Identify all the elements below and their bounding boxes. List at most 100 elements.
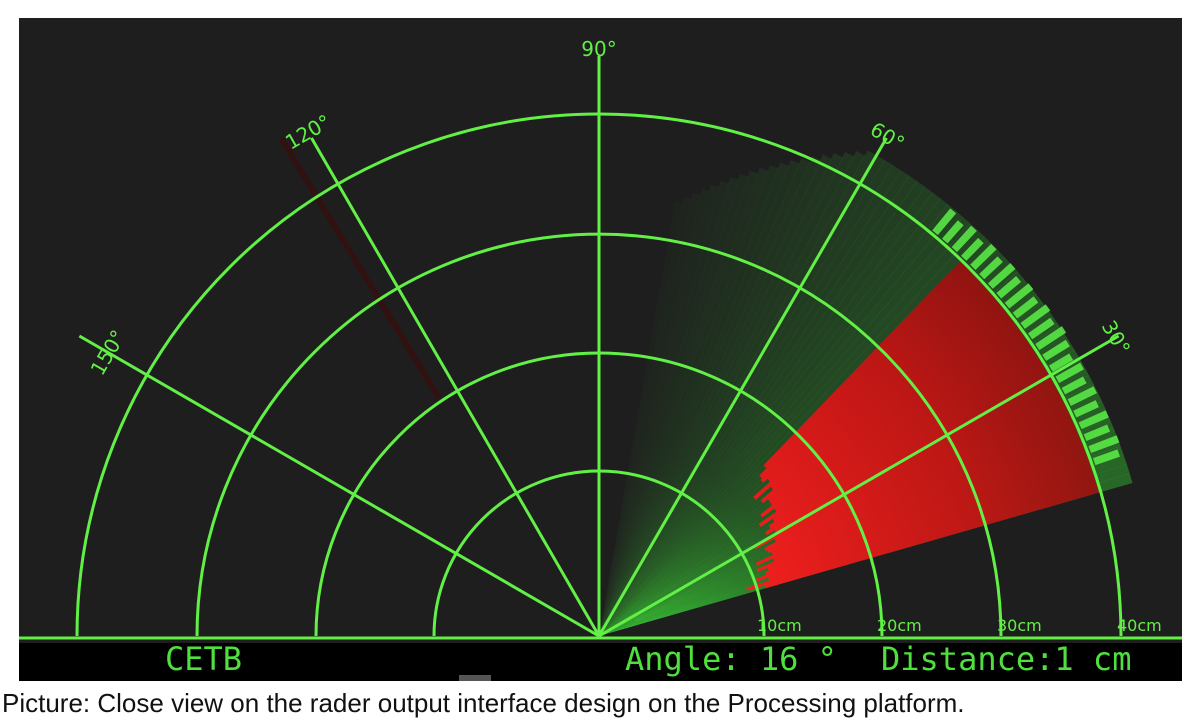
scroll-indicator bbox=[459, 675, 491, 681]
sweep-segment bbox=[599, 197, 692, 637]
sweep-segment bbox=[599, 210, 964, 636]
sweep-segment bbox=[599, 170, 759, 636]
radar-display: 150° 120° 90° 60° 30° 10cm 20cm 30cm 40cm CETB A… bbox=[19, 18, 1182, 681]
object-segment bbox=[760, 301, 1004, 504]
object-segment bbox=[769, 315, 1015, 506]
sweep-segment bbox=[599, 167, 769, 636]
sweep-segment bbox=[599, 192, 701, 636]
radar-title: CETB bbox=[165, 640, 242, 678]
sweep-edge-tick bbox=[979, 256, 1003, 280]
sweep-edge-tick bbox=[1020, 304, 1051, 329]
range-label: 20cm bbox=[877, 616, 922, 635]
sweep-segment bbox=[599, 192, 941, 636]
object-segment bbox=[772, 344, 1036, 522]
sweep-edge-tick bbox=[961, 237, 984, 261]
sweep-segment bbox=[599, 151, 854, 637]
object-segment bbox=[760, 274, 980, 483]
sweep-segment bbox=[599, 160, 800, 636]
sweep-edge-tick bbox=[1067, 386, 1097, 406]
object-segment bbox=[767, 281, 986, 482]
object-segment bbox=[753, 287, 992, 500]
sweep-segment bbox=[599, 162, 789, 636]
sweep-segment bbox=[599, 158, 811, 637]
sweep-edge-tick bbox=[932, 208, 957, 236]
angle-line bbox=[597, 137, 888, 637]
sweep-segment bbox=[599, 165, 902, 636]
sweep-edge-tick bbox=[1012, 296, 1039, 319]
sweep-segment bbox=[599, 177, 739, 637]
object-segment bbox=[755, 415, 1075, 566]
angle-label: 150° bbox=[86, 326, 131, 380]
sweep-segment bbox=[599, 175, 918, 636]
sweep-segment bbox=[599, 165, 779, 636]
sweep-segment bbox=[599, 223, 978, 636]
sweep-segment bbox=[599, 186, 934, 636]
sweep-edge-tick bbox=[1055, 362, 1084, 384]
object-segment bbox=[770, 294, 998, 490]
sweep-edge-tick bbox=[1088, 435, 1120, 453]
angle-line bbox=[78, 334, 600, 638]
radar-canvas: 150° 120° 90° 60° 30° 10cm 20cm 30cm 40cm CETB A… bbox=[19, 37, 1182, 681]
sweep-segment bbox=[599, 181, 926, 636]
object-segment bbox=[767, 399, 1067, 554]
object-segment bbox=[755, 457, 1091, 582]
sweep-edge-tick bbox=[970, 243, 997, 270]
sweep-edge-tick bbox=[1028, 317, 1055, 340]
sweep-edge-tick bbox=[951, 225, 977, 253]
object-segment bbox=[767, 440, 1085, 571]
object-segment bbox=[765, 360, 1045, 536]
angle-label: 120° bbox=[281, 110, 335, 155]
range-label: 40cm bbox=[1117, 616, 1162, 635]
object-segment bbox=[763, 261, 967, 469]
object-segment bbox=[774, 329, 1025, 512]
sweep-edge-tick bbox=[1073, 400, 1099, 418]
sweep-segment bbox=[599, 153, 843, 637]
sweep-edge-tick bbox=[1078, 410, 1109, 430]
sweep-segment bbox=[599, 156, 821, 637]
object-segment bbox=[756, 432, 1082, 572]
sweep-segment bbox=[599, 184, 720, 637]
object-segment bbox=[767, 308, 1009, 503]
detected-object-area bbox=[746, 261, 1099, 591]
sweep-edge-tick bbox=[1049, 353, 1074, 372]
sweep-segment bbox=[599, 173, 749, 636]
sweep-segment bbox=[599, 198, 949, 636]
angle-line bbox=[310, 137, 601, 637]
angle-label: 90° bbox=[581, 37, 616, 61]
sweep-segment bbox=[599, 170, 910, 636]
sweep-edge-tick bbox=[987, 263, 1016, 289]
angle-line bbox=[598, 334, 1120, 638]
sweep-segment bbox=[599, 180, 729, 636]
object-segment bbox=[772, 424, 1078, 562]
object-segment bbox=[771, 407, 1071, 555]
angle-readout: Angle: 16 ° bbox=[625, 640, 837, 678]
ghost-trace-line bbox=[278, 136, 442, 400]
object-segment bbox=[774, 383, 1059, 542]
sweep-segment bbox=[599, 151, 866, 636]
sweep-segment bbox=[599, 160, 894, 636]
sweep-segment bbox=[599, 216, 971, 636]
angle-label: 60° bbox=[866, 117, 909, 156]
sweep-segment bbox=[599, 204, 956, 636]
sweep-edge-tick bbox=[1092, 449, 1120, 466]
range-label: 30cm bbox=[997, 616, 1042, 635]
figure-caption: Picture: Close view on the rader output … bbox=[2, 688, 965, 718]
object-segment bbox=[760, 322, 1020, 518]
object-segment bbox=[758, 337, 1031, 527]
object-segment bbox=[764, 391, 1063, 552]
status-bar bbox=[19, 643, 1182, 681]
sweep-edge-tick bbox=[942, 220, 964, 244]
sweep-edge-tick bbox=[1035, 326, 1067, 351]
object-segment bbox=[764, 483, 1099, 589]
range-label: 10cm bbox=[757, 616, 802, 635]
sweep-edge-tick bbox=[1083, 424, 1111, 442]
sweep-segment bbox=[599, 188, 711, 637]
angle-label: 30° bbox=[1097, 316, 1136, 359]
object-segment bbox=[746, 474, 1097, 591]
sweep-edge-tick bbox=[1004, 283, 1034, 309]
sweep-segment bbox=[599, 201, 684, 636]
sweep-edge-tick bbox=[996, 275, 1022, 299]
sweep-segment bbox=[599, 155, 885, 636]
object-segment bbox=[768, 466, 1094, 581]
radar-grid bbox=[75, 56, 1123, 638]
